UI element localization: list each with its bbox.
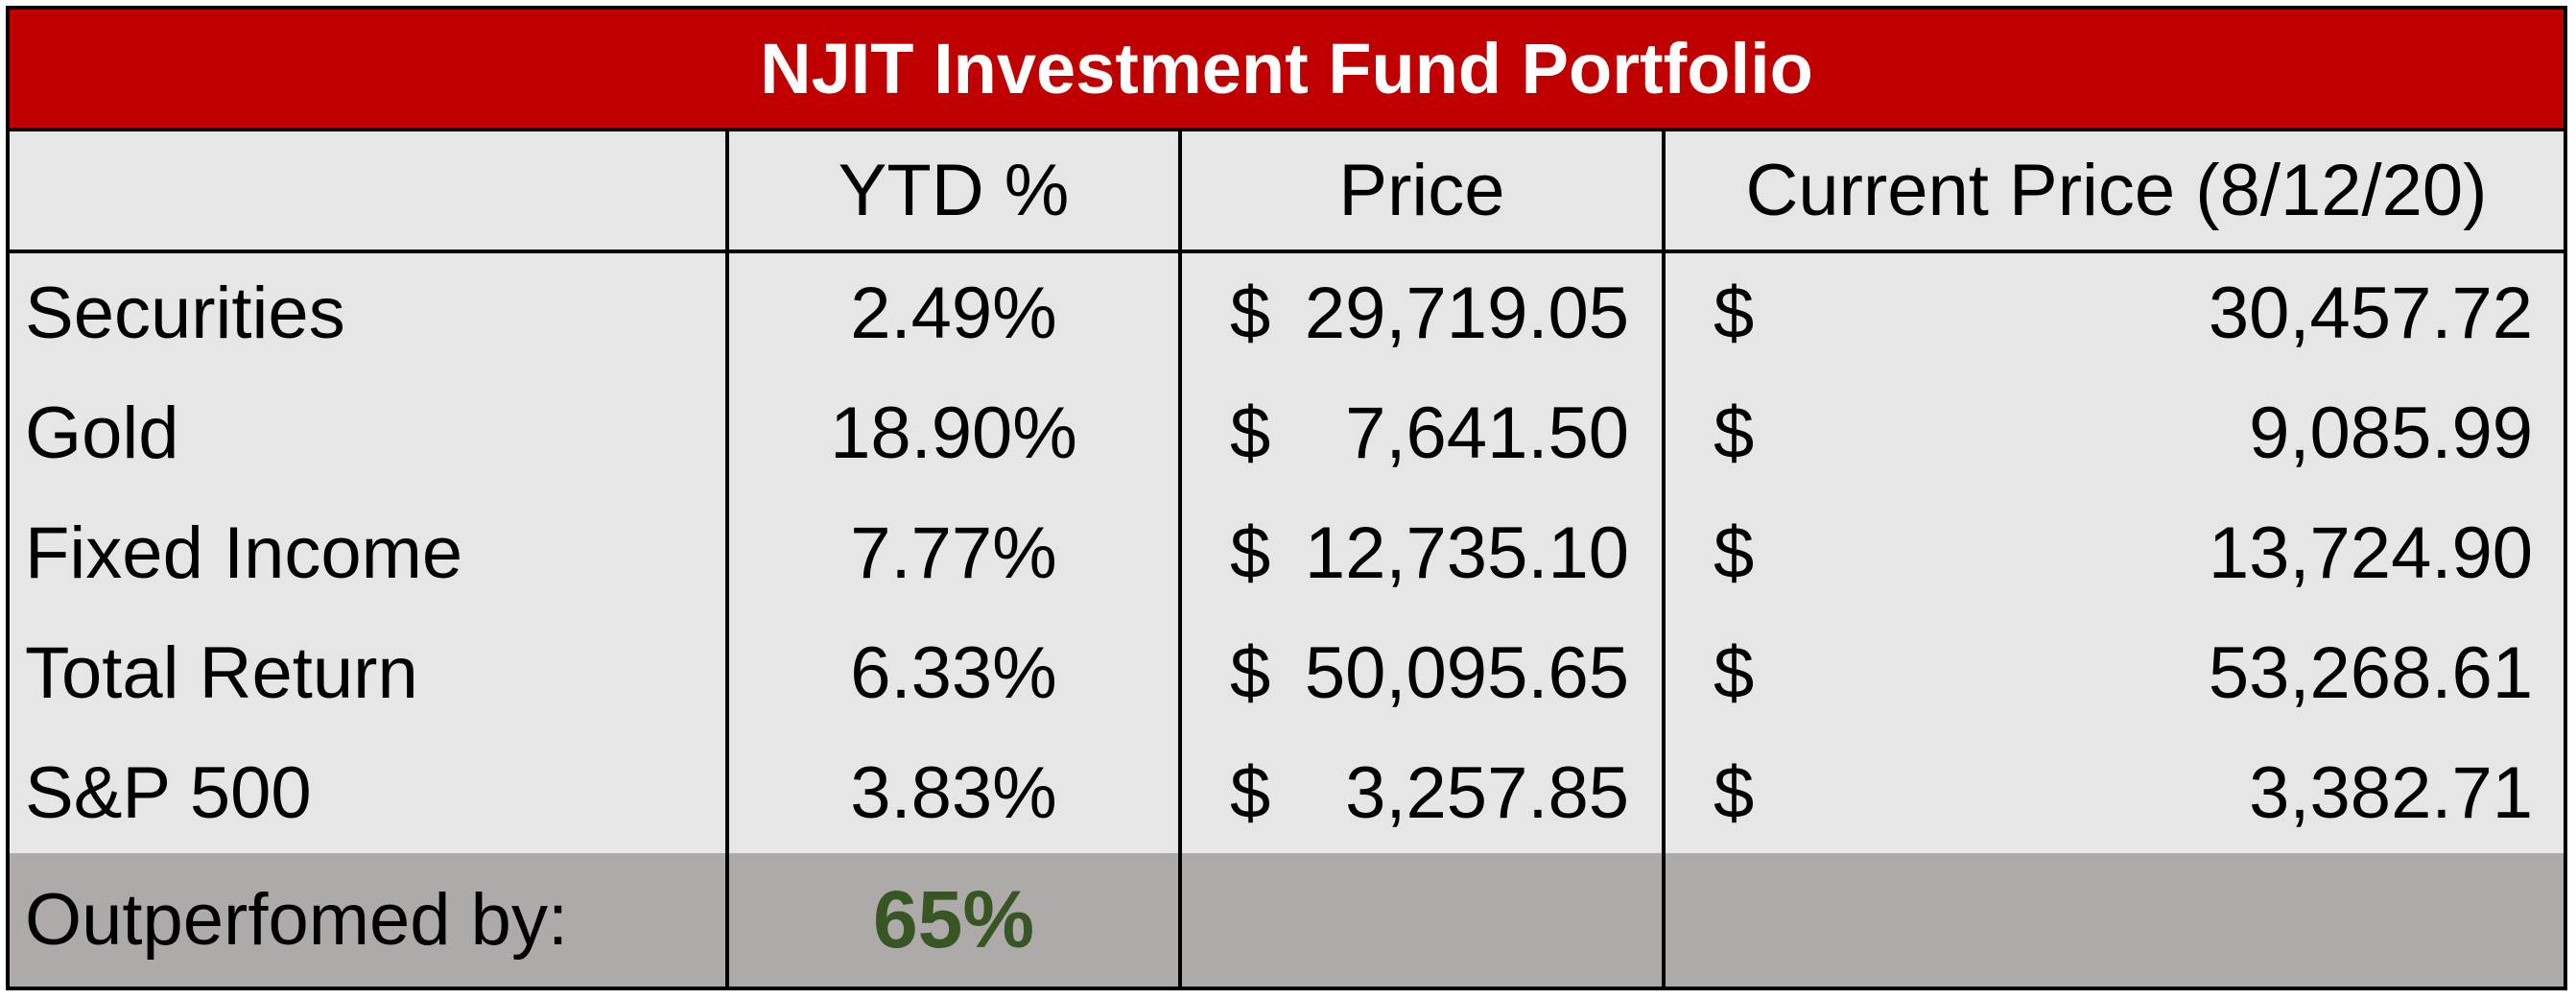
row-name-cell: Fixed Income (25, 512, 463, 594)
row-current-value: 53,268.61 (2208, 632, 2533, 714)
header-cell-current-price: Current Price (8/12/20) (1745, 150, 2488, 231)
row-price-symbol: $ (1230, 752, 1271, 834)
row-ytd-cell: 18.90% (830, 392, 1077, 474)
column-divider (1178, 131, 1182, 987)
row-current-symbol: $ (1713, 632, 1755, 714)
portfolio-table: NJIT Investment Fund Portfolio YTD % Pri… (6, 6, 2567, 990)
row-price-value: 3,257.85 (1345, 752, 1629, 834)
row-current-value: 30,457.72 (2208, 273, 2533, 354)
row-current-symbol: $ (1713, 273, 1755, 354)
row-name-cell: Securities (25, 273, 345, 354)
row-price-value: 29,719.05 (1304, 273, 1629, 354)
row-ytd-cell: 3.83% (850, 752, 1057, 834)
column-divider (1662, 131, 1666, 987)
column-divider (725, 131, 729, 987)
row-current-value: 9,085.99 (2249, 392, 2533, 474)
row-name-cell: Gold (25, 392, 179, 474)
header-cell-name (10, 131, 725, 250)
row-ytd-cell: 2.49% (850, 273, 1057, 354)
row-price-symbol: $ (1230, 632, 1271, 714)
row-ytd-cell: 7.77% (850, 512, 1057, 594)
footer-value: 65% (872, 874, 1035, 964)
row-price-symbol: $ (1230, 273, 1271, 354)
footer-row-background (10, 853, 2564, 987)
row-current-value: 3,382.71 (2249, 752, 2533, 834)
row-name-cell: Total Return (25, 632, 418, 714)
row-current-symbol: $ (1713, 752, 1755, 834)
table-title: NJIT Investment Fund Portfolio (10, 10, 2564, 131)
row-price-symbol: $ (1230, 512, 1271, 594)
row-price-symbol: $ (1230, 392, 1271, 474)
row-current-symbol: $ (1713, 512, 1755, 594)
footer-label: Outperfomed by: (25, 879, 569, 961)
row-current-symbol: $ (1713, 392, 1755, 474)
row-price-value: 12,735.10 (1304, 512, 1629, 594)
row-price-value: 50,095.65 (1304, 632, 1629, 714)
header-divider (10, 250, 2564, 253)
row-ytd-cell: 6.33% (850, 632, 1057, 714)
row-price-value: 7,641.50 (1345, 392, 1629, 474)
header-cell-price: Price (1338, 150, 1505, 231)
row-name-cell: S&P 500 (25, 752, 312, 834)
row-current-value: 13,724.90 (2208, 512, 2533, 594)
header-cell-ytd: YTD % (838, 150, 1070, 231)
